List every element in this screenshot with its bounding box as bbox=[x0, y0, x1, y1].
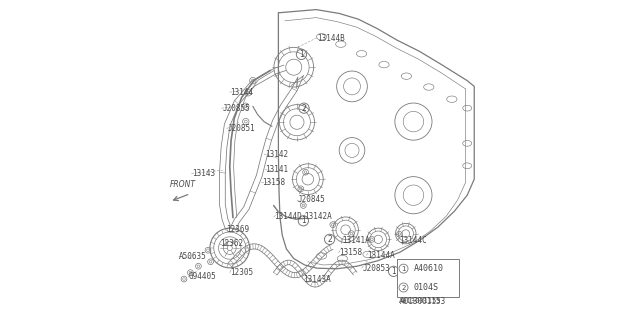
Text: G94405: G94405 bbox=[189, 272, 216, 281]
Text: 13142: 13142 bbox=[265, 150, 288, 159]
Text: 13144C: 13144C bbox=[399, 236, 427, 245]
Text: A40610: A40610 bbox=[413, 264, 444, 273]
Text: 13158: 13158 bbox=[339, 248, 362, 257]
Text: 13158: 13158 bbox=[262, 178, 285, 187]
Text: 13141A: 13141A bbox=[342, 236, 369, 245]
Text: 13143A: 13143A bbox=[303, 275, 331, 284]
Text: 0104S: 0104S bbox=[413, 283, 438, 292]
Text: 13144B: 13144B bbox=[317, 34, 344, 43]
Text: 1: 1 bbox=[299, 50, 304, 59]
Text: 12305: 12305 bbox=[230, 268, 253, 277]
Text: 13144: 13144 bbox=[230, 88, 253, 97]
Text: 13142A: 13142A bbox=[304, 212, 332, 221]
Text: 2: 2 bbox=[401, 284, 406, 291]
Text: A013001153: A013001153 bbox=[399, 297, 445, 306]
Text: J20855: J20855 bbox=[223, 104, 250, 113]
Bar bbox=[397, 259, 460, 297]
Text: J20851: J20851 bbox=[227, 124, 255, 133]
Text: 2: 2 bbox=[327, 235, 332, 244]
Text: FRONT: FRONT bbox=[170, 180, 195, 189]
Text: 1: 1 bbox=[401, 266, 406, 272]
Text: 12369: 12369 bbox=[227, 225, 250, 234]
Text: 2: 2 bbox=[301, 104, 307, 113]
Text: 13144A: 13144A bbox=[367, 251, 395, 260]
Text: 12362: 12362 bbox=[220, 239, 243, 248]
Text: 13144D: 13144D bbox=[275, 212, 302, 221]
Text: 1: 1 bbox=[391, 267, 396, 276]
Text: 13143: 13143 bbox=[192, 169, 215, 178]
Text: J20853: J20853 bbox=[362, 264, 390, 273]
Text: A013001153: A013001153 bbox=[399, 299, 442, 304]
Text: A50635: A50635 bbox=[179, 252, 207, 261]
Text: J20845: J20845 bbox=[298, 196, 325, 204]
Text: 13141: 13141 bbox=[266, 165, 289, 174]
Text: 1: 1 bbox=[301, 216, 306, 225]
